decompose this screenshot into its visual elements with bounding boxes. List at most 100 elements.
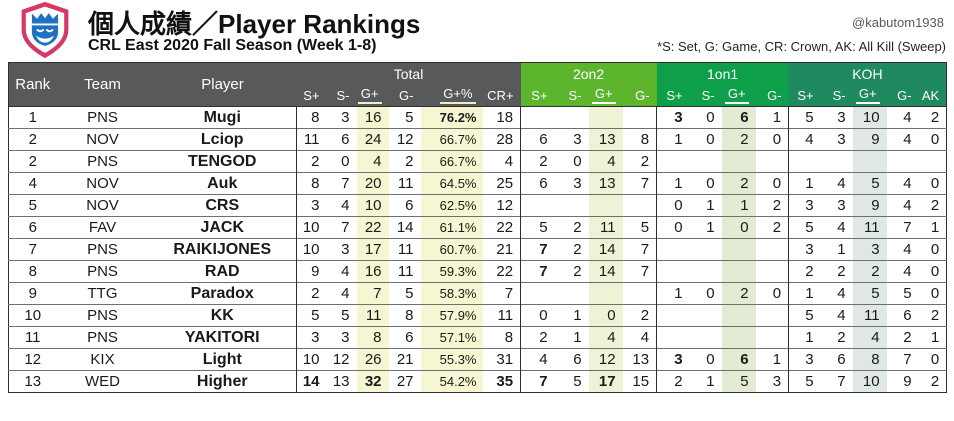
stat-cell: 5 <box>788 304 821 327</box>
col-header-team: Team <box>56 62 149 107</box>
stat-cell: 16 <box>356 260 389 283</box>
cell-player: TENGOD <box>148 150 297 173</box>
stat-cell: 2 <box>554 216 589 239</box>
stat-cell: 4 <box>820 172 853 195</box>
cell-player: Mugi <box>148 106 297 129</box>
table-row: 11 PNS YAKITORI 3 3 8 6 57.1% 8 2 1 4 4 1 2 4 2 1 <box>8 326 947 349</box>
stat-cell: 3 <box>326 326 357 349</box>
stat-cell <box>820 150 853 173</box>
stat-cell <box>755 326 789 349</box>
col-header-rank: Rank <box>8 62 57 107</box>
stat-cell: 4 <box>520 348 555 371</box>
cell-rank: 13 <box>8 370 57 393</box>
stat-cell: 6 <box>721 348 756 371</box>
stat-cell: 0 <box>918 172 947 195</box>
cell-team: NOV <box>56 194 149 217</box>
stat-cell: 35 <box>482 370 521 393</box>
stat-cell: 26 <box>356 348 389 371</box>
stat-cell: 4 <box>886 238 919 261</box>
stat-cell: 3 <box>326 106 357 129</box>
stat-cell: 4 <box>886 194 919 217</box>
cell-rank: 12 <box>8 348 57 371</box>
stat-cell: 11 <box>482 304 521 327</box>
stat-cell: 13 <box>588 172 623 195</box>
group-header-1on1: 1on1 <box>656 62 789 85</box>
stat-cell: 3 <box>296 326 327 349</box>
stat-cell <box>689 304 722 327</box>
stat-cell: 2 <box>388 150 421 173</box>
stat-cell: 1 <box>820 238 853 261</box>
stat-cell <box>656 304 690 327</box>
stat-cell: 5 <box>388 282 421 305</box>
stat-cell: 22 <box>482 216 521 239</box>
cell-team: PNS <box>56 150 149 173</box>
stat-cell: 0 <box>721 216 756 239</box>
group-header-2on2: 2on2 <box>520 62 657 85</box>
cell-player: YAKITORI <box>148 326 297 349</box>
stat-cell: 3 <box>788 238 821 261</box>
stat-cell: 1 <box>554 326 589 349</box>
stat-cell: 3 <box>296 194 327 217</box>
stat-cell: 59.3% <box>420 260 483 283</box>
stat-cell: 55.3% <box>420 348 483 371</box>
stat-cell: 0 <box>689 172 722 195</box>
col-header-koh-g-: G- <box>886 84 919 107</box>
stat-cell: 5 <box>721 370 756 393</box>
stat-cell <box>755 238 789 261</box>
cell-player: Auk <box>148 172 297 195</box>
stat-cell: 20 <box>356 172 389 195</box>
stat-cell: 4 <box>588 150 623 173</box>
stat-cell: 2 <box>886 326 919 349</box>
stat-cell: 2 <box>554 260 589 283</box>
stat-cell: 2 <box>520 326 555 349</box>
stat-cell: 4 <box>588 326 623 349</box>
cell-team: PNS <box>56 326 149 349</box>
cell-player: Light <box>148 348 297 371</box>
page-subtitle: CRL East 2020 Fall Season (Week 1-8) <box>88 37 377 54</box>
stat-cell: 4 <box>886 172 919 195</box>
stat-cell: 4 <box>356 150 389 173</box>
stat-cell: 9 <box>852 194 887 217</box>
stat-cell: 3 <box>326 238 357 261</box>
stat-cell: 0 <box>656 216 690 239</box>
stat-cell <box>721 326 756 349</box>
stat-cell: 17 <box>588 370 623 393</box>
stat-cell: 7 <box>356 282 389 305</box>
col-header-total-g+%: G+% <box>420 84 483 107</box>
stat-cell: 4 <box>788 128 821 151</box>
table-row: 1 PNS Mugi 8 3 16 5 76.2% 18 3 0 6 1 5 3 10 4 2 <box>8 106 947 129</box>
cell-rank: 2 <box>8 150 57 173</box>
col-header-player: Player <box>148 62 297 107</box>
stat-cell: 12 <box>388 128 421 151</box>
stat-cell: 7 <box>520 370 555 393</box>
stat-cell: 6 <box>520 172 555 195</box>
stat-cell <box>520 106 555 129</box>
col-header-total-s-: S- <box>326 84 357 107</box>
cell-team: PNS <box>56 260 149 283</box>
stat-cell: 14 <box>588 260 623 283</box>
stat-cell: 4 <box>326 260 357 283</box>
stat-cell: 11 <box>852 216 887 239</box>
stat-cell: 7 <box>520 238 555 261</box>
stat-cell: 2 <box>918 304 947 327</box>
stat-cell: 2 <box>788 260 821 283</box>
cell-rank: 2 <box>8 128 57 151</box>
stat-cell: 7 <box>326 172 357 195</box>
stat-cell: 3 <box>852 238 887 261</box>
stat-cell: 76.2% <box>420 106 483 129</box>
stat-cell: 4 <box>852 326 887 349</box>
cell-player: KK <box>148 304 297 327</box>
stat-cell: 22 <box>482 260 521 283</box>
stat-cell <box>520 194 555 217</box>
stat-cell: 3 <box>820 128 853 151</box>
stat-cell: 1 <box>721 194 756 217</box>
cell-rank: 5 <box>8 194 57 217</box>
stat-cell: 3 <box>788 194 821 217</box>
stat-cell: 9 <box>296 260 327 283</box>
stat-cell <box>656 260 690 283</box>
stat-cell: 8 <box>622 128 657 151</box>
stat-cell: 3 <box>820 194 853 217</box>
stat-cell: 2 <box>852 260 887 283</box>
stat-cell: 61.1% <box>420 216 483 239</box>
stat-cell: 2 <box>622 150 657 173</box>
